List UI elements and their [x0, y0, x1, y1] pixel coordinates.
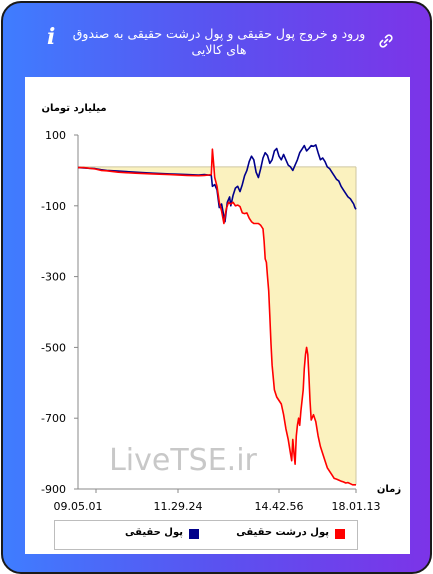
x-tick-label: 18.01.13: [332, 500, 381, 513]
link-icon[interactable]: [377, 32, 395, 50]
legend-item-large-real[interactable]: پول درشت حقیقی: [225, 527, 345, 541]
y-tick-label: 100: [45, 129, 66, 142]
x-tick-label: 09.05.01: [54, 500, 103, 513]
widget-header: i ورود و خروج پول حقیقی و پول درشت حقیقی…: [3, 3, 430, 75]
y-tick-label: -100: [41, 200, 66, 213]
x-tick-label: 11.29.24: [154, 500, 203, 513]
y-tick-label: -900: [41, 483, 66, 496]
x-tick-label: 14.42.56: [255, 500, 304, 513]
axes-layer: 100 -100 -300 -500 -700 -900 09.05.01 11.29.24 1…: [41, 129, 380, 513]
y-axis-label: میلیارد تومان: [41, 103, 106, 114]
series-layer: [77, 144, 357, 486]
legend-label-real: پول حقیقی: [125, 527, 183, 538]
area-fill: [78, 149, 356, 485]
legend-item-real[interactable]: پول حقیقی: [119, 527, 199, 541]
series-line-large-real: [78, 148, 356, 486]
y-tick-label: -300: [41, 271, 66, 284]
y-tick-label: -500: [41, 341, 66, 354]
y-tick-label: -700: [41, 412, 66, 425]
x-axis-label: زمان: [377, 484, 401, 495]
legend: پول حقیقی پول درشت حقیقی: [54, 520, 358, 550]
area-layer: [78, 149, 357, 485]
widget-title: ورود و خروج پول حقیقی و پول درشت حقیقی ب…: [72, 26, 366, 57]
legend-swatch-real: [189, 529, 199, 539]
legend-label-large-real: پول درشت حقیقی: [236, 527, 329, 538]
watermark: LiveTSE.ir: [109, 443, 257, 478]
legend-swatch-large-real: [335, 529, 345, 539]
series-line-real: [77, 144, 357, 223]
info-icon[interactable]: i: [47, 24, 56, 50]
